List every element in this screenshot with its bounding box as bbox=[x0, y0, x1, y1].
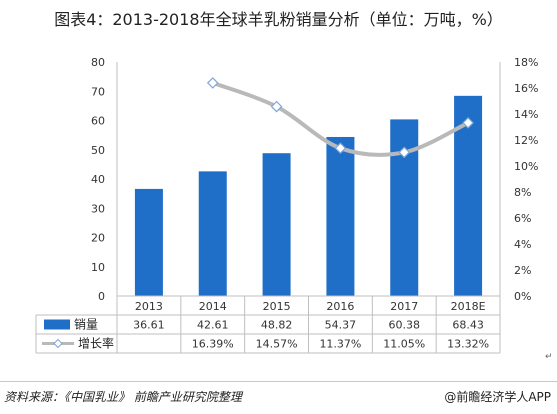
left-tick-label: 0 bbox=[98, 290, 105, 303]
sales-value: 48.82 bbox=[261, 319, 293, 332]
right-tick-label: 6% bbox=[514, 212, 531, 225]
left-tick-label: 50 bbox=[91, 144, 105, 157]
left-tick-label: 60 bbox=[91, 115, 105, 128]
paragraph-mark-icon: ↵ bbox=[545, 352, 553, 362]
growth-value: 16.39% bbox=[192, 338, 234, 351]
left-tick-label: 80 bbox=[91, 56, 105, 69]
growth-point bbox=[398, 146, 411, 159]
chart-title: 图表4：2013-2018年全球羊乳粉销量分析（单位：万吨，%） bbox=[54, 10, 503, 29]
growth-point bbox=[270, 100, 283, 113]
bar bbox=[134, 188, 163, 296]
sales-value: 60.38 bbox=[389, 319, 421, 332]
growth-value: 13.32% bbox=[447, 338, 489, 351]
right-tick-label: 16% bbox=[514, 82, 538, 95]
sales-value: 36.61 bbox=[133, 319, 165, 332]
right-tick-label: 8% bbox=[514, 186, 531, 199]
category-label: 2016 bbox=[326, 300, 354, 313]
left-tick-label: 70 bbox=[91, 85, 105, 98]
sales-value: 54.37 bbox=[325, 319, 357, 332]
category-label: 2014 bbox=[199, 300, 227, 313]
right-tick-label: 2% bbox=[514, 264, 531, 277]
growth-value: 11.37% bbox=[319, 338, 361, 351]
right-tick-label: 18% bbox=[514, 56, 538, 69]
legend-sales-label: 销量 bbox=[74, 318, 98, 332]
legend-marker bbox=[53, 338, 63, 349]
left-tick-label: 10 bbox=[91, 261, 105, 274]
right-tick-label: 0% bbox=[514, 290, 531, 303]
category-label: 2018E bbox=[451, 300, 486, 313]
growth-point bbox=[206, 77, 219, 89]
right-tick-label: 12% bbox=[514, 134, 538, 147]
category-label: 2013 bbox=[135, 300, 163, 313]
sales-value: 68.43 bbox=[452, 319, 484, 332]
right-tick-label: 4% bbox=[514, 238, 531, 251]
bar bbox=[198, 171, 227, 296]
growth-point bbox=[462, 116, 474, 129]
source-note: 资料来源：《中国乳业》 前瞻产业研究院整理 bbox=[4, 390, 242, 404]
bar bbox=[262, 153, 291, 296]
growth-point bbox=[334, 142, 347, 155]
left-tick-label: 30 bbox=[91, 202, 105, 215]
sales-value: 42.61 bbox=[197, 319, 229, 332]
category-label: 2017 bbox=[390, 300, 418, 313]
right-tick-label: 10% bbox=[514, 160, 538, 173]
bar bbox=[326, 136, 355, 296]
footer-divider bbox=[0, 381, 557, 382]
right-tick-label: 14% bbox=[514, 108, 538, 121]
category-label: 2015 bbox=[263, 300, 291, 313]
left-tick-label: 20 bbox=[91, 232, 105, 245]
growth-value: 14.57% bbox=[256, 338, 298, 351]
legend-bar-swatch bbox=[44, 319, 70, 330]
bar bbox=[390, 119, 419, 297]
left-tick-label: 40 bbox=[91, 173, 105, 186]
growth-value: 11.05% bbox=[383, 338, 425, 351]
brand-credit: @前瞻经济学人APP bbox=[444, 390, 551, 404]
legend-growth-label: 增长率 bbox=[78, 336, 114, 351]
